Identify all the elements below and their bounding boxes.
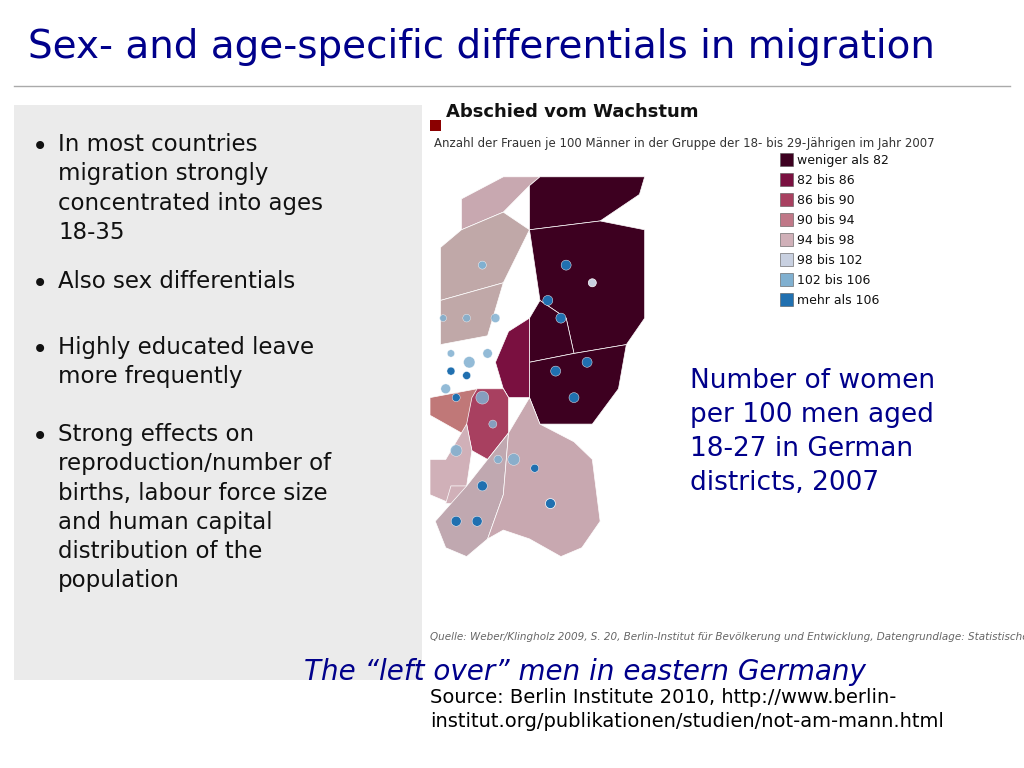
Circle shape bbox=[530, 464, 539, 472]
Text: Abschied vom Wachstum: Abschied vom Wachstum bbox=[446, 103, 698, 121]
Bar bbox=[780, 233, 793, 246]
Text: Highly educated leave
more frequently: Highly educated leave more frequently bbox=[58, 336, 314, 389]
Text: 102 bis 106: 102 bis 106 bbox=[797, 274, 870, 287]
Text: Source: Berlin Institute 2010, http://www.berlin-
institut.org/publikationen/stu: Source: Berlin Institute 2010, http://ww… bbox=[430, 688, 944, 731]
Circle shape bbox=[451, 445, 461, 455]
Text: 90 bis 94: 90 bis 94 bbox=[797, 214, 854, 227]
Bar bbox=[780, 173, 793, 186]
Text: mehr als 106: mehr als 106 bbox=[797, 294, 880, 307]
Bar bbox=[780, 153, 793, 166]
Bar bbox=[780, 193, 793, 206]
Polygon shape bbox=[462, 177, 540, 230]
Circle shape bbox=[494, 455, 503, 464]
Polygon shape bbox=[529, 177, 645, 230]
Polygon shape bbox=[430, 389, 509, 442]
Polygon shape bbox=[529, 300, 574, 362]
Text: Sex- and age-specific differentials in migration: Sex- and age-specific differentials in m… bbox=[28, 28, 935, 66]
Circle shape bbox=[556, 313, 566, 323]
Polygon shape bbox=[529, 221, 645, 353]
Circle shape bbox=[478, 261, 486, 269]
Polygon shape bbox=[440, 283, 504, 345]
Bar bbox=[430, 120, 441, 131]
Text: The “left over” men in eastern Germany: The “left over” men in eastern Germany bbox=[304, 658, 866, 686]
Text: Also sex differentials: Also sex differentials bbox=[58, 270, 295, 293]
Circle shape bbox=[463, 372, 471, 379]
Bar bbox=[780, 273, 793, 286]
Circle shape bbox=[551, 366, 561, 376]
Polygon shape bbox=[445, 486, 467, 504]
Polygon shape bbox=[430, 424, 472, 504]
Circle shape bbox=[589, 279, 596, 286]
Text: •: • bbox=[32, 133, 48, 161]
Bar bbox=[780, 213, 793, 226]
Circle shape bbox=[561, 260, 571, 270]
Bar bbox=[780, 293, 793, 306]
Circle shape bbox=[463, 356, 476, 369]
Polygon shape bbox=[487, 398, 600, 557]
Circle shape bbox=[463, 314, 471, 323]
Circle shape bbox=[440, 383, 452, 395]
Text: weniger als 82: weniger als 82 bbox=[797, 154, 889, 167]
Text: •: • bbox=[32, 336, 48, 364]
Polygon shape bbox=[529, 345, 627, 424]
Text: 82 bis 86: 82 bis 86 bbox=[797, 174, 855, 187]
Text: 98 bis 102: 98 bis 102 bbox=[797, 254, 862, 267]
Text: Number of women
per 100 men aged
18-27 in German
districts, 2007: Number of women per 100 men aged 18-27 i… bbox=[690, 368, 935, 496]
Circle shape bbox=[546, 498, 555, 508]
Text: Quelle: Weber/Klingholz 2009, S. 20, Berlin-Institut für Bevölkerung und Entwick: Quelle: Weber/Klingholz 2009, S. 20, Ber… bbox=[430, 632, 1024, 642]
Text: •: • bbox=[32, 270, 48, 298]
Circle shape bbox=[445, 348, 457, 359]
Bar bbox=[430, 148, 770, 628]
Text: Anzahl der Frauen je 100 Männer in der Gruppe der 18- bis 29-Jährigen im Jahr 20: Anzahl der Frauen je 100 Männer in der G… bbox=[434, 137, 935, 150]
Circle shape bbox=[477, 481, 487, 491]
Circle shape bbox=[472, 516, 482, 526]
Polygon shape bbox=[435, 433, 509, 557]
Circle shape bbox=[446, 367, 455, 375]
Polygon shape bbox=[496, 318, 529, 398]
Text: In most countries
migration strongly
concentrated into ages
18-35: In most countries migration strongly con… bbox=[58, 133, 323, 244]
Text: •: • bbox=[32, 423, 48, 451]
Circle shape bbox=[488, 311, 503, 325]
Bar bbox=[780, 253, 793, 266]
Circle shape bbox=[452, 516, 461, 526]
Bar bbox=[14, 105, 422, 680]
Circle shape bbox=[483, 349, 492, 357]
Polygon shape bbox=[440, 212, 529, 300]
Polygon shape bbox=[467, 389, 509, 459]
Circle shape bbox=[543, 296, 553, 306]
Circle shape bbox=[582, 357, 592, 367]
Circle shape bbox=[569, 392, 579, 402]
Circle shape bbox=[496, 233, 506, 243]
Circle shape bbox=[476, 391, 489, 404]
Circle shape bbox=[453, 394, 460, 402]
Text: 86 bis 90: 86 bis 90 bbox=[797, 194, 855, 207]
Text: Strong effects on
reproduction/number of
births, labour force size
and human cap: Strong effects on reproduction/number of… bbox=[58, 423, 331, 592]
Circle shape bbox=[486, 417, 500, 431]
Text: 94 bis 98: 94 bis 98 bbox=[797, 234, 854, 247]
Circle shape bbox=[437, 313, 449, 323]
Circle shape bbox=[507, 452, 521, 466]
